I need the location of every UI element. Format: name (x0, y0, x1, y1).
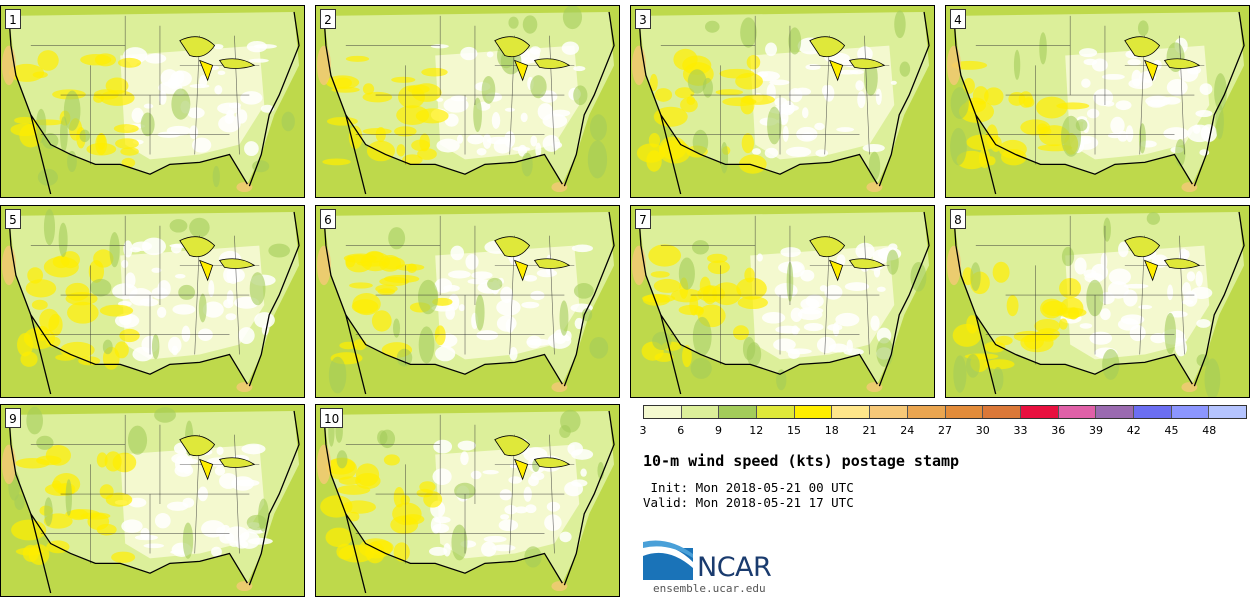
panel-number: 8 (950, 209, 966, 229)
tick-label: 12 (749, 424, 764, 437)
tick-label: 45 (1164, 424, 1179, 437)
map-panel-5: 5 (0, 205, 305, 398)
tick-label: 6 (677, 424, 685, 437)
site-url: ensemble.ucar.edu (653, 582, 766, 595)
tick-label: 21 (862, 424, 877, 437)
map-panel-10: 10 (315, 404, 620, 597)
panel-number: 2 (320, 9, 336, 29)
color-swatch (870, 406, 908, 418)
map-panel-7: 7 (630, 205, 935, 398)
wind-map (631, 6, 934, 197)
color-swatch (1096, 406, 1134, 418)
wind-map (316, 206, 619, 397)
ncar-logo-icon (643, 540, 693, 580)
map-panel-2: 2 (315, 5, 620, 198)
map-panel-1: 1 (0, 5, 305, 198)
color-swatch (1209, 406, 1246, 418)
wind-map (631, 206, 934, 397)
tick-label: 15 (787, 424, 801, 437)
color-swatch (832, 406, 871, 418)
color-swatch (945, 406, 984, 418)
panel-number: 1 (5, 9, 21, 29)
tick-label: 39 (1089, 424, 1103, 437)
color-swatch (983, 406, 1021, 418)
map-panel-8: 8 (945, 205, 1250, 398)
chart-title: 10-m wind speed (kts) postage stamp (643, 452, 960, 470)
tick-label: 9 (715, 424, 722, 437)
panel-number: 7 (635, 209, 651, 229)
init-time: Init: Mon 2018-05-21 00 UTC (643, 480, 854, 495)
tick-label: 3 (639, 424, 647, 437)
color-swatch (907, 406, 946, 418)
color-swatch (644, 406, 682, 418)
map-panel-9: 9 (0, 404, 305, 597)
color-swatch (681, 406, 720, 418)
color-swatch (1171, 406, 1210, 418)
panel-number: 6 (320, 209, 336, 229)
tick-label: 33 (1013, 424, 1028, 437)
tick-label: 42 (1126, 424, 1141, 437)
tick-label: 18 (824, 424, 839, 437)
tick-label: 30 (975, 424, 990, 437)
wind-map (1, 206, 304, 397)
color-swatch (719, 406, 758, 418)
panel-number: 3 (635, 9, 651, 29)
color-swatch (794, 406, 833, 418)
tick-label: 24 (900, 424, 915, 437)
panel-number: 10 (320, 408, 344, 428)
tick-label: 48 (1202, 424, 1217, 437)
valid-time: Valid: Mon 2018-05-21 17 UTC (643, 495, 854, 510)
wind-map (946, 206, 1249, 397)
ncar-logo-text: NCAR (697, 552, 772, 583)
color-swatch (757, 406, 795, 418)
tick-label: 27 (938, 424, 952, 437)
panel-number: 4 (950, 9, 966, 29)
color-swatch (1020, 406, 1059, 418)
panel-number: 5 (5, 209, 21, 229)
map-panel-6: 6 (315, 205, 620, 398)
map-panel-3: 3 (630, 5, 935, 198)
color-scale-ticks: 3 6 9 12 15 18 21 24 27 30 33 36 39 42 45 48 (639, 424, 1247, 438)
color-scale-bar (643, 405, 1247, 419)
panel-number: 9 (5, 408, 21, 428)
map-panel-4: 4 (945, 5, 1250, 198)
wind-map (316, 405, 619, 596)
wind-map (1, 6, 304, 197)
tick-label: 36 (1051, 424, 1066, 437)
color-swatch (1058, 406, 1097, 418)
wind-map (1, 405, 304, 596)
wind-map (946, 6, 1249, 197)
color-swatch (1133, 406, 1172, 418)
wind-map (316, 6, 619, 197)
